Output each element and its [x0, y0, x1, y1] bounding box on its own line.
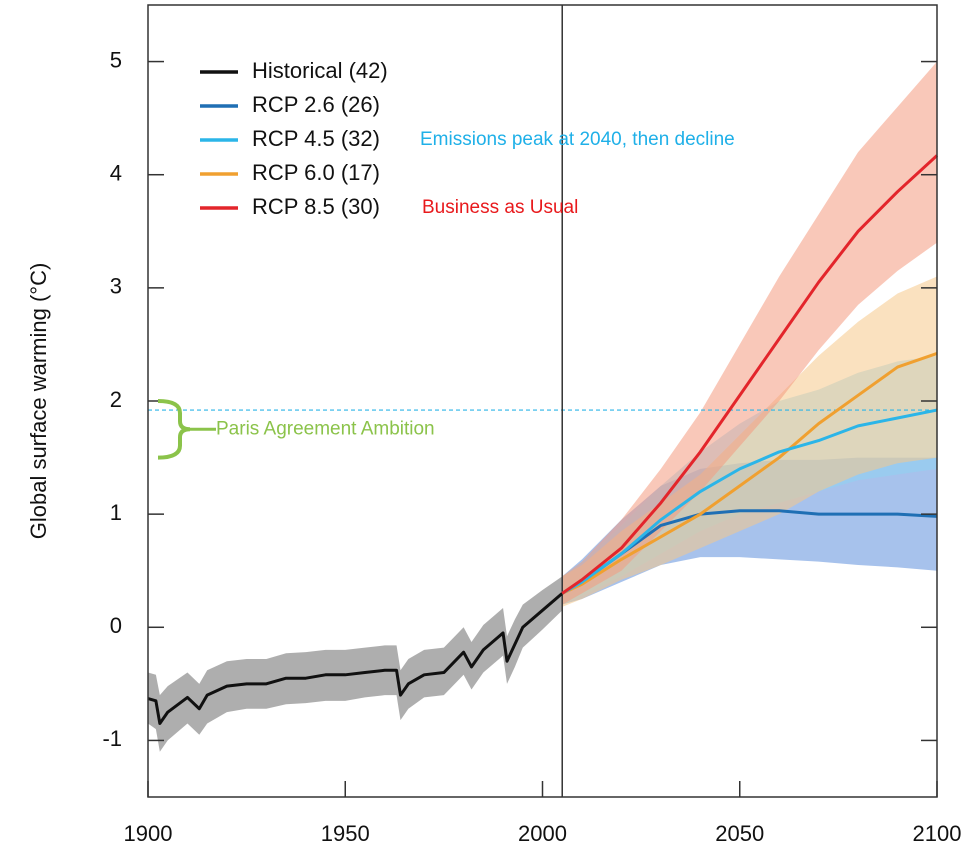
- y-tick-label: -1: [102, 726, 122, 751]
- annotation: Business as Usual: [422, 197, 578, 218]
- legend-label: Historical (42): [252, 58, 388, 83]
- x-tick-label: 1950: [321, 821, 370, 846]
- y-tick-label: 3: [110, 274, 122, 299]
- y-tick-label: 4: [110, 161, 122, 186]
- annotation: Emissions peak at 2040, then decline: [420, 129, 735, 150]
- x-tick-label: 2050: [715, 821, 764, 846]
- series-line: [561, 154, 939, 595]
- legend-label: RCP 6.0 (17): [252, 160, 380, 185]
- series-line: [561, 352, 938, 595]
- y-tick-label: 1: [110, 500, 122, 525]
- range-band: [562, 61, 937, 605]
- y-tick-label: 2: [110, 387, 122, 412]
- y-tick-label: 5: [110, 47, 122, 72]
- x-tick-label: 1900: [124, 821, 173, 846]
- annotation: Paris Agreement Ambition: [216, 418, 435, 439]
- legend-label: RCP 8.5 (30): [252, 194, 380, 219]
- series-line: [147, 592, 564, 725]
- range-band: [148, 576, 563, 752]
- series-line: [561, 408, 938, 595]
- y-tick-label: 0: [110, 613, 122, 638]
- y-axis-label: Global surface warming (°C): [26, 263, 51, 540]
- legend-label: RCP 4.5 (32): [252, 126, 380, 151]
- legend-label: RCP 2.6 (26): [252, 92, 380, 117]
- x-tick-label: 2000: [518, 821, 567, 846]
- x-tick-label: 2100: [913, 821, 962, 846]
